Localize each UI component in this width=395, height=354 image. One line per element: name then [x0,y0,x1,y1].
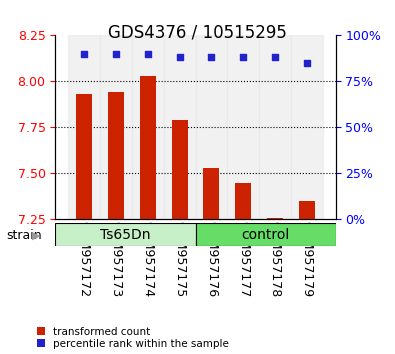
Bar [259,35,291,219]
Point [304,60,310,66]
Bar [55,223,196,246]
Bar [76,94,92,219]
Text: strain: strain [6,229,41,242]
Point [240,55,246,60]
Bar [196,35,228,219]
Point [113,51,119,57]
Bar [203,168,220,219]
Bar [196,223,336,246]
Bar [228,35,259,219]
Text: ▶: ▶ [32,230,41,240]
Point [208,55,214,60]
Point [145,51,151,57]
Bar [132,35,164,219]
Bar [68,35,100,219]
Bar [267,218,283,219]
Point [177,55,183,60]
Bar [100,35,132,219]
Bar [291,35,323,219]
Text: GDS4376 / 10515295: GDS4376 / 10515295 [108,23,287,41]
Text: Ts65Dn: Ts65Dn [100,228,150,241]
Legend: transformed count, percentile rank within the sample: transformed count, percentile rank withi… [37,327,229,349]
Bar [108,92,124,219]
Bar [140,76,156,219]
Bar [235,183,251,219]
Text: control: control [241,228,290,241]
Bar [299,201,315,219]
Bar [171,120,188,219]
Point [81,51,87,57]
Point [272,55,278,60]
Bar [164,35,196,219]
